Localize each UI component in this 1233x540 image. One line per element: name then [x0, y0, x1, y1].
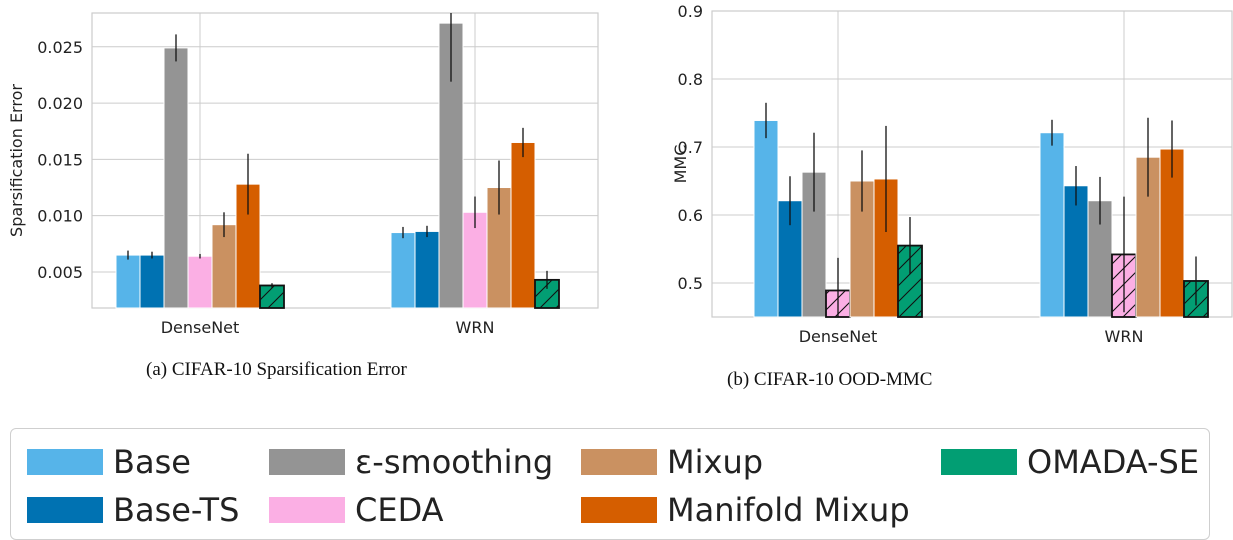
- x-tick-label: DenseNet: [161, 318, 240, 337]
- legend-item: ε-smoothing: [269, 443, 553, 481]
- bar: [139, 254, 165, 309]
- legend-item: Mixup: [581, 443, 763, 481]
- chart-sparsification-error: 0.005 0.010 0.015 0.020 0.025 Sparsification …: [7, 12, 599, 337]
- bar: [187, 255, 213, 309]
- legend-label: OMADA-SE: [1027, 443, 1200, 481]
- legend-swatch: [581, 497, 657, 523]
- y-tick-label: 0.010: [37, 207, 83, 226]
- legend-item: Base-TS: [27, 491, 239, 529]
- y-axis-label: MMC: [671, 145, 690, 184]
- legend-item: Base: [27, 443, 191, 481]
- bar: [115, 254, 141, 309]
- y-tick-label: 0.7: [678, 138, 703, 157]
- legend-swatch: [27, 449, 103, 475]
- y-tick-label: 0.9: [678, 2, 703, 21]
- legend-label: Base: [113, 443, 191, 481]
- y-tick-label: 0.005: [37, 263, 83, 282]
- legend-item: Manifold Mixup: [581, 491, 910, 529]
- axes-frame: [711, 10, 1233, 318]
- caption-a: (a) CIFAR-10 Sparsification Error: [146, 359, 407, 380]
- legend-label: Manifold Mixup: [667, 491, 910, 529]
- legend-swatch: [27, 497, 103, 523]
- legend-item: CEDA: [269, 491, 444, 529]
- legend-swatch: [941, 449, 1017, 475]
- axes-frame: [91, 12, 599, 309]
- x-tick-label: WRN: [1105, 327, 1144, 346]
- legend: Base Base-TS ε-smoothing CEDA Mixup Manifold …: [10, 428, 1210, 540]
- bar: [414, 230, 440, 309]
- caption-b: (b) CIFAR-10 OOD-MMC: [727, 369, 933, 390]
- bar: [390, 232, 416, 309]
- legend-label: Mixup: [667, 443, 764, 481]
- bar: [510, 141, 536, 309]
- bar: [753, 119, 779, 318]
- y-tick-label: 0.5: [678, 274, 703, 293]
- bar: [163, 47, 189, 309]
- y-tick-label: 0.015: [37, 150, 83, 169]
- x-tick-label: WRN: [456, 318, 495, 337]
- legend-swatch: [269, 449, 345, 475]
- y-tick-label: 0.6: [678, 206, 703, 225]
- legend-label: ε-smoothing: [355, 443, 554, 481]
- x-tick-label: DenseNet: [799, 327, 878, 346]
- legend-swatch: [581, 449, 657, 475]
- legend-swatch: [269, 497, 345, 523]
- y-axis-label: Sparsification Error: [7, 84, 26, 237]
- legend-label: CEDA: [355, 491, 444, 529]
- y-tick-label: 0.8: [678, 70, 703, 89]
- bar: [211, 224, 237, 309]
- chart-ood-mmc: 0.5 0.6 0.7 0.8 0.9 MMC DenseNet WRN: [671, 2, 1233, 346]
- bar: [1039, 132, 1065, 318]
- y-tick-label: 0.020: [37, 94, 83, 113]
- legend-label: Base-TS: [113, 491, 240, 529]
- y-tick-label: 0.025: [37, 38, 83, 57]
- bar: [462, 211, 488, 309]
- legend-item: OMADA-SE: [941, 443, 1199, 481]
- bar-hatch: [260, 285, 284, 308]
